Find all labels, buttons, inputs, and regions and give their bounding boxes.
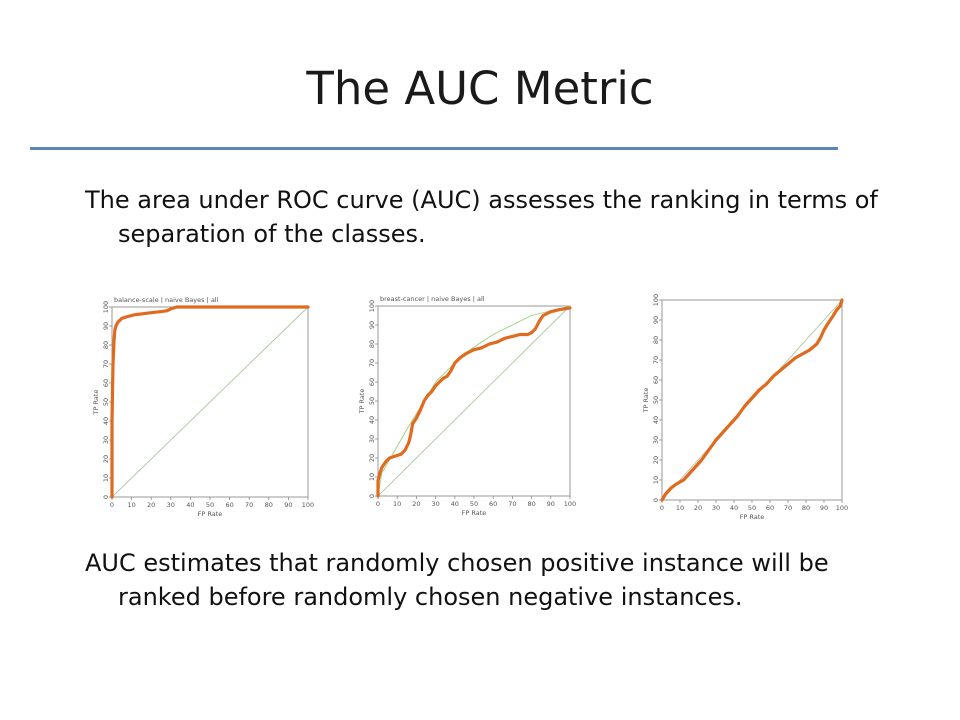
x-tick-label: 50 — [748, 504, 756, 512]
x-axis-title: FP Rate — [740, 513, 765, 521]
x-tick-label: 40 — [186, 501, 194, 509]
x-tick-label: 0 — [110, 501, 114, 509]
y-axis-title: TP Rate — [642, 388, 650, 414]
roc-chart-third: 0 10 20 30 40 50 60 70 80 90 100 0 10 20 30 40 50 60 70 80 9… — [632, 286, 854, 522]
paragraph-line: The area under ROC curve (AUC) assesses … — [85, 186, 878, 214]
series-roc-line — [110, 305, 310, 499]
x-tick-label: 90 — [284, 501, 292, 509]
paragraph-auc-interpretation: AUC estimates that randomly chosen posit… — [85, 546, 935, 614]
y-tick-label: 20 — [652, 456, 660, 464]
y-tick-label: 80 — [102, 341, 110, 349]
y-tick-label: 90 — [368, 321, 376, 329]
x-tick-label: 90 — [547, 500, 555, 508]
x-tick-label: 10 — [393, 500, 401, 508]
series-diagonal-line — [111, 306, 309, 498]
paragraph-line: AUC estimates that randomly chosen posit… — [85, 549, 829, 577]
roc-chart-balance-scale: balance-scale | naive Bayes | all 0 10 20 30… — [90, 285, 318, 521]
x-tick-label: 10 — [127, 501, 135, 509]
y-tick-label: 60 — [652, 376, 660, 384]
roc-chart-breast-cancer: breast-cancer | naive Bayes | all 0 10 20 30… — [348, 282, 582, 520]
y-tick-label: 10 — [368, 473, 376, 481]
y-tick-label: 90 — [102, 322, 110, 330]
roc-chart-svg: 0 10 20 30 40 50 60 70 80 90 100 0 10 20 30 40 50 60 70 80 9… — [642, 294, 848, 521]
paragraph-auc-definition: The area under ROC curve (AUC) assesses … — [85, 183, 935, 251]
y-tick-label: 100 — [102, 301, 110, 313]
y-tick-label: 100 — [652, 294, 660, 306]
series-diagonal-line — [377, 305, 571, 497]
x-tick-label: 80 — [265, 501, 273, 509]
y-tick-label: 10 — [652, 476, 660, 484]
x-tick-label: 10 — [676, 504, 684, 512]
y-tick-label: 20 — [368, 454, 376, 462]
x-tick-label: 100 — [302, 501, 314, 509]
x-tick-label: 100 — [564, 500, 576, 508]
y-tick-label: 40 — [368, 416, 376, 424]
x-tick-label: 0 — [660, 504, 664, 512]
x-tick-label: 80 — [527, 500, 535, 508]
y-tick-label: 50 — [368, 397, 376, 405]
y-tick-label: 70 — [102, 360, 110, 368]
x-tick-label: 60 — [489, 500, 497, 508]
x-tick-label: 60 — [225, 501, 233, 509]
y-tick-label: 20 — [102, 455, 110, 463]
x-tick-label: 40 — [730, 504, 738, 512]
series-roc-line — [376, 306, 572, 498]
x-tick-label: 70 — [245, 501, 253, 509]
x-tick-label: 40 — [451, 500, 459, 508]
x-tick-label: 0 — [376, 500, 380, 508]
x-tick-label: 80 — [802, 504, 810, 512]
y-tick-label: 90 — [652, 316, 660, 324]
x-tick-label: 50 — [470, 500, 478, 508]
x-tick-label: 20 — [694, 504, 702, 512]
y-tick-label: 0 — [652, 498, 660, 502]
y-tick-label: 0 — [368, 494, 376, 498]
y-tick-label: 10 — [102, 474, 110, 482]
series-roc-line — [660, 298, 844, 502]
x-tick-label: 60 — [766, 504, 774, 512]
y-tick-label: 60 — [368, 378, 376, 386]
y-tick-label: 70 — [368, 359, 376, 367]
y-tick-label: 70 — [652, 356, 660, 364]
y-tick-label: 30 — [102, 436, 110, 444]
slide-title: The AUC Metric — [306, 62, 654, 115]
chart-title: breast-cancer | naive Bayes | all — [380, 295, 485, 303]
x-tick-label: 20 — [147, 501, 155, 509]
y-axis-title: TP Rate — [92, 390, 100, 416]
x-tick-label: 70 — [784, 504, 792, 512]
y-tick-label: 30 — [652, 436, 660, 444]
y-tick-label: 50 — [652, 396, 660, 404]
y-tick-label: 30 — [368, 435, 376, 443]
y-tick-label: 50 — [102, 398, 110, 406]
x-tick-label: 20 — [412, 500, 420, 508]
y-tick-label: 0 — [102, 495, 110, 499]
y-axis-title: TP Rate — [358, 389, 366, 415]
y-tick-label: 80 — [368, 340, 376, 348]
x-axis-title: FP Rate — [462, 509, 487, 517]
y-tick-label: 40 — [102, 417, 110, 425]
series-convex-hull-line — [377, 305, 571, 497]
y-tick-label: 100 — [368, 300, 376, 312]
x-tick-label: 100 — [836, 504, 848, 512]
paragraph-line: ranked before randomly chosen negative i… — [118, 583, 743, 611]
chart-title: balance-scale | naive Bayes | all — [114, 296, 219, 304]
roc-chart-svg: breast-cancer | naive Bayes | all 0 10 20 30… — [358, 295, 576, 517]
title-divider — [30, 147, 838, 150]
roc-chart-svg: balance-scale | naive Bayes | all 0 10 20 30… — [92, 296, 314, 518]
y-tick-label: 40 — [652, 416, 660, 424]
y-tick-label: 60 — [102, 379, 110, 387]
x-tick-label: 90 — [820, 504, 828, 512]
x-tick-label: 30 — [167, 501, 175, 509]
x-tick-label: 30 — [712, 504, 720, 512]
x-tick-label: 50 — [206, 501, 214, 509]
x-tick-label: 30 — [431, 500, 439, 508]
y-tick-label: 80 — [652, 336, 660, 344]
x-tick-label: 70 — [508, 500, 516, 508]
paragraph-line: separation of the classes. — [118, 220, 426, 248]
x-axis-title: FP Rate — [198, 510, 223, 518]
